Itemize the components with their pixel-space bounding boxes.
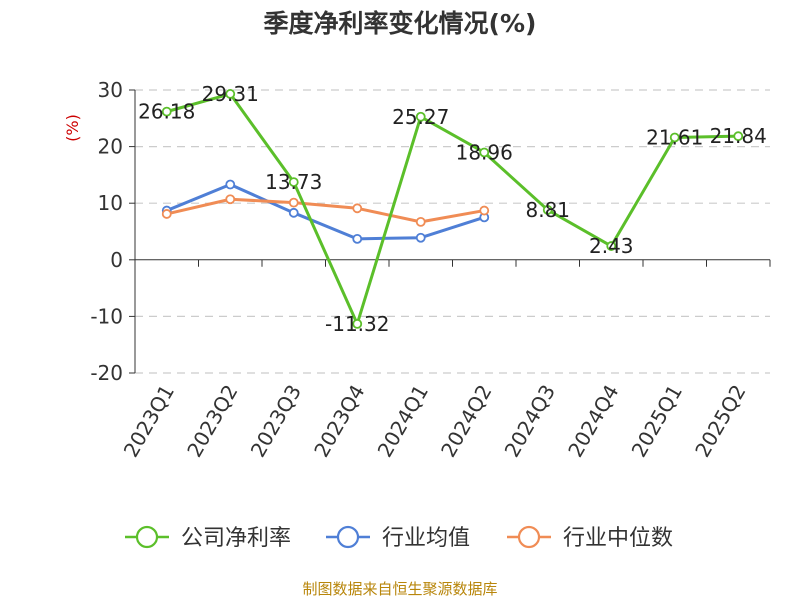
data-label: 13.73 — [265, 170, 322, 194]
series-line-1 — [166, 183, 485, 241]
data-point — [669, 132, 680, 143]
x-tick-label: 2024Q4 — [563, 381, 623, 462]
data-label: -11.32 — [325, 312, 389, 336]
data-label: 26.18 — [138, 100, 195, 124]
data-point — [352, 233, 363, 244]
data-label: 18.96 — [456, 140, 513, 164]
legend-item-0[interactable]: 公司净利率 — [125, 525, 291, 551]
x-tick-label: 2023Q4 — [309, 381, 369, 462]
x-tick-label: 2023Q1 — [119, 381, 179, 462]
data-point — [415, 216, 426, 227]
y-tick-label: 0 — [110, 248, 123, 272]
data-point — [161, 106, 172, 117]
x-tick-label: 2025Q2 — [690, 381, 750, 462]
data-point — [415, 111, 426, 122]
grid-lines — [135, 89, 770, 374]
series-line-0 — [166, 92, 739, 326]
y-tick-label: 30 — [98, 78, 123, 102]
data-point — [606, 241, 617, 251]
legend-marker — [336, 525, 360, 549]
y-tick-label: -20 — [90, 361, 123, 385]
data-point — [288, 197, 299, 208]
x-tick-label: 2024Q1 — [373, 381, 433, 462]
y-tick-label: -10 — [90, 304, 123, 328]
data-point — [288, 177, 299, 187]
x-tick-label: 2025Q1 — [627, 381, 687, 462]
data-point — [225, 194, 236, 205]
legend[interactable]: 公司净利率 行业均值 行业中位数 — [125, 525, 673, 551]
legend-label: 公司净利率 — [181, 526, 291, 551]
data-label: 21.61 — [646, 125, 703, 149]
data-point — [479, 147, 490, 158]
x-tick-label: 2023Q2 — [182, 381, 242, 462]
legend-item-2[interactable]: 行业中位数 — [507, 525, 673, 551]
chart-title: 季度净利率变化情况(%) — [264, 9, 537, 38]
y-axis-unit: (%) — [63, 114, 82, 142]
data-point — [542, 205, 553, 215]
data-point — [288, 207, 299, 218]
legend-label: 行业中位数 — [563, 526, 673, 551]
data-label: 29.31 — [202, 82, 259, 106]
y-tick-label: 20 — [98, 135, 123, 159]
series-lines — [166, 92, 739, 326]
legend-marker — [135, 525, 159, 549]
x-tick-label: 2024Q2 — [436, 381, 496, 462]
data-point — [225, 179, 236, 190]
legend-item-1[interactable]: 行业均值 — [326, 525, 470, 551]
x-tick-label: 2024Q3 — [500, 381, 560, 462]
data-point — [352, 203, 363, 214]
data-point — [161, 209, 172, 219]
data-point — [415, 232, 426, 243]
series-points — [161, 89, 744, 329]
data-labels: 26.18 29.31 13.73 -11.32 25.27 18.96 8.81 2.43 2… — [138, 82, 767, 336]
x-tick-label: 2023Q3 — [246, 381, 306, 462]
data-label: 25.27 — [392, 105, 449, 129]
legend-marker — [517, 525, 541, 549]
data-point — [352, 318, 363, 329]
data-label: 21.84 — [710, 124, 767, 148]
data-point — [733, 131, 744, 142]
source-note: 制图数据来自恒生聚源数据库 — [302, 580, 497, 598]
y-tick-label: 10 — [98, 191, 123, 215]
data-point — [225, 89, 236, 99]
data-point — [479, 205, 490, 216]
data-label: 2.43 — [589, 234, 634, 258]
legend-label: 行业均值 — [382, 526, 470, 551]
series-line-2 — [166, 197, 485, 224]
data-label: 8.81 — [525, 198, 570, 222]
